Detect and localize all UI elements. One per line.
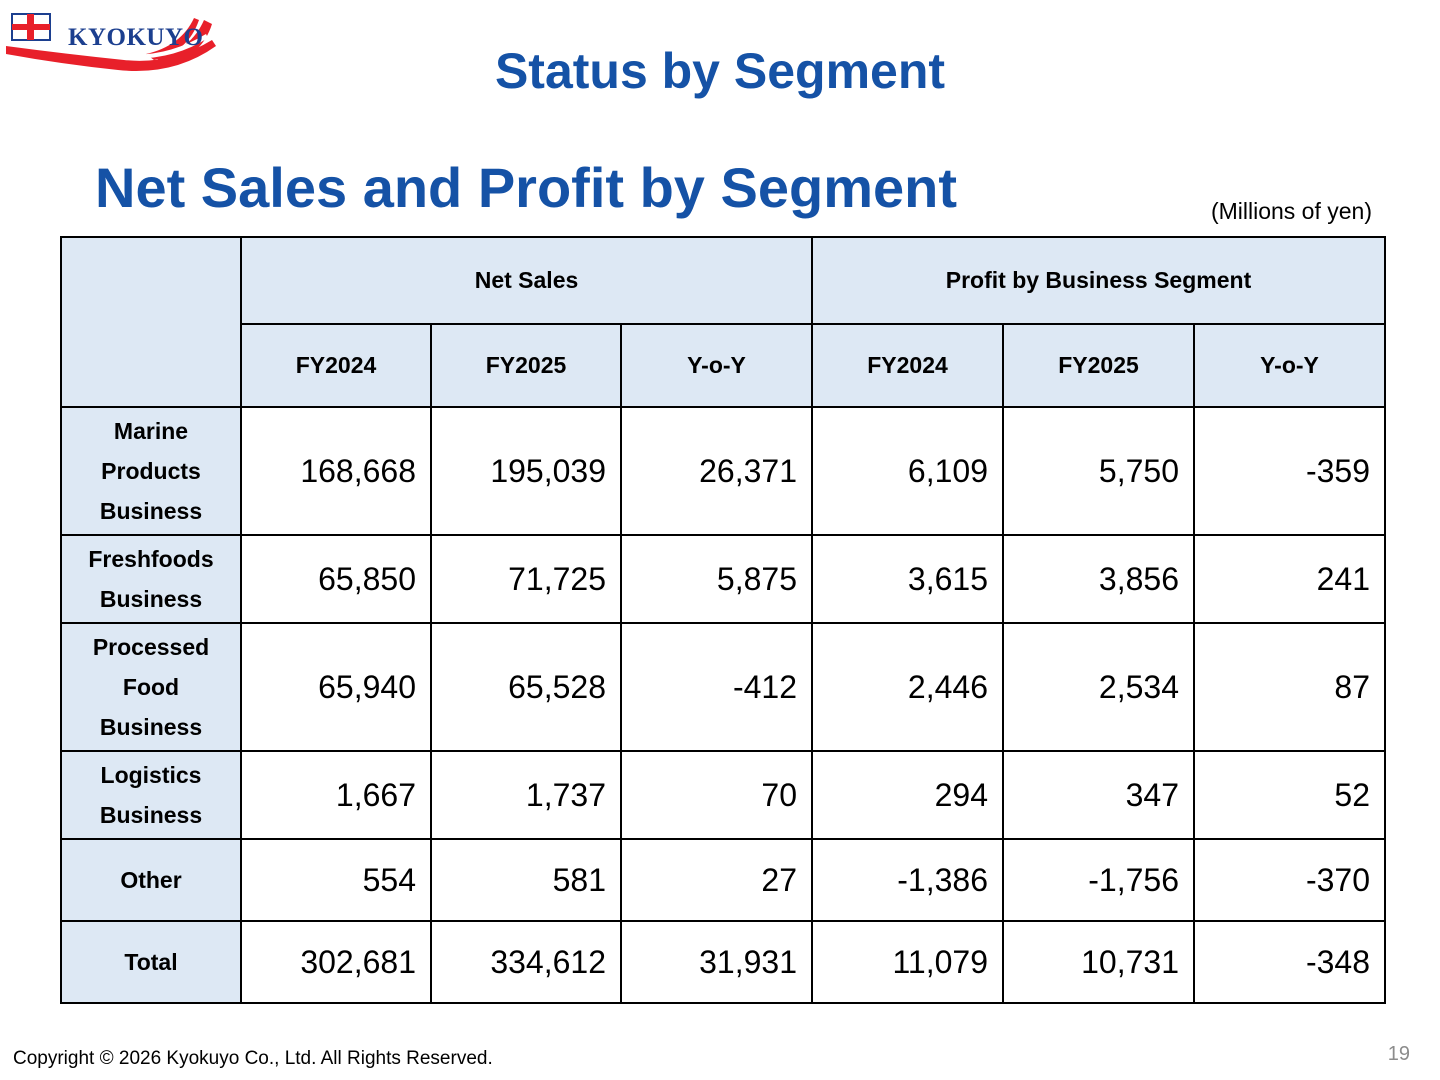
row-label: Freshfoods Business bbox=[60, 534, 242, 624]
value-cell: 65,850 bbox=[240, 534, 432, 624]
value-cell: 10,731 bbox=[1002, 920, 1195, 1004]
value-cell: -1,756 bbox=[1002, 838, 1195, 922]
value-cell: 65,528 bbox=[430, 622, 622, 752]
value-cell: 1,737 bbox=[430, 750, 622, 840]
logo-text: KYOKUYO bbox=[68, 24, 204, 51]
table-row: Freshfoods Business 65,850 71,725 5,875 … bbox=[60, 534, 1387, 624]
row-label: Processed Food Business bbox=[60, 622, 242, 752]
value-cell: 52 bbox=[1192, 750, 1387, 840]
value-cell: -359 bbox=[1192, 406, 1387, 536]
value-cell: 2,446 bbox=[811, 622, 1004, 752]
company-logo: KYOKUYO bbox=[6, 10, 220, 78]
copyright-notice: Copyright © 2026 Kyokuyo Co., Ltd. All R… bbox=[13, 1048, 493, 1069]
value-cell: 241 bbox=[1192, 534, 1387, 624]
group-header-net-sales: Net Sales bbox=[240, 236, 813, 325]
table-row: Other 554 581 27 -1,386 -1,756 -370 bbox=[60, 838, 1387, 922]
value-cell: 294 bbox=[811, 750, 1004, 840]
value-cell: 581 bbox=[430, 838, 622, 922]
value-cell: 2,534 bbox=[1002, 622, 1195, 752]
value-cell: 26,371 bbox=[620, 406, 813, 536]
value-cell: 1,667 bbox=[240, 750, 432, 840]
sub-header: FY2024 bbox=[240, 323, 432, 408]
value-cell: -1,386 bbox=[811, 838, 1004, 922]
sub-header: FY2025 bbox=[1002, 323, 1195, 408]
value-cell: 347 bbox=[1002, 750, 1195, 840]
row-label: Other bbox=[60, 838, 242, 922]
value-cell: 5,750 bbox=[1002, 406, 1195, 536]
table-row: Marine Products Business 168,668 195,039… bbox=[60, 406, 1387, 536]
table-row: Processed Food Business 65,940 65,528 -4… bbox=[60, 622, 1387, 752]
value-cell: -412 bbox=[620, 622, 813, 752]
sub-header: Y-o-Y bbox=[1192, 323, 1387, 408]
value-cell: 3,615 bbox=[811, 534, 1004, 624]
value-cell: 71,725 bbox=[430, 534, 622, 624]
row-label: Total bbox=[60, 920, 242, 1004]
logo-flag-icon bbox=[6, 13, 216, 71]
row-label: Logistics Business bbox=[60, 750, 242, 840]
value-cell: 6,109 bbox=[811, 406, 1004, 536]
sub-header: FY2024 bbox=[811, 323, 1004, 408]
corner-cell bbox=[60, 236, 242, 408]
units-note: (Millions of yen) bbox=[1210, 198, 1372, 224]
value-cell: -370 bbox=[1192, 838, 1387, 922]
value-cell: 31,931 bbox=[620, 920, 813, 1004]
row-label: Marine Products Business bbox=[60, 406, 242, 536]
section-title: Net Sales and Profit by Segment bbox=[95, 156, 957, 219]
value-cell: 195,039 bbox=[430, 406, 622, 536]
page-number: 19 bbox=[1387, 1043, 1410, 1065]
value-cell: 5,875 bbox=[620, 534, 813, 624]
group-header-profit: Profit by Business Segment bbox=[810, 236, 1387, 325]
value-cell: 554 bbox=[240, 838, 432, 922]
value-cell: 65,940 bbox=[240, 622, 432, 752]
sub-header: FY2025 bbox=[430, 323, 622, 408]
table-row: Logistics Business 1,667 1,737 70 294 34… bbox=[60, 750, 1387, 840]
value-cell: 27 bbox=[620, 838, 813, 922]
value-cell: 87 bbox=[1192, 622, 1387, 752]
value-cell: -348 bbox=[1192, 920, 1387, 1004]
value-cell: 168,668 bbox=[240, 406, 432, 536]
value-cell: 302,681 bbox=[240, 920, 432, 1004]
value-cell: 70 bbox=[620, 750, 813, 840]
value-cell: 3,856 bbox=[1002, 534, 1195, 624]
sub-header: Y-o-Y bbox=[620, 323, 813, 408]
value-cell: 11,079 bbox=[811, 920, 1004, 1004]
table-row-total: Total 302,681 334,612 31,931 11,079 10,7… bbox=[60, 920, 1387, 1004]
segment-table: Net Sales Profit by Business Segment FY2… bbox=[60, 236, 1387, 1004]
page-title: Status by Segment bbox=[494, 43, 946, 99]
value-cell: 334,612 bbox=[430, 920, 622, 1004]
